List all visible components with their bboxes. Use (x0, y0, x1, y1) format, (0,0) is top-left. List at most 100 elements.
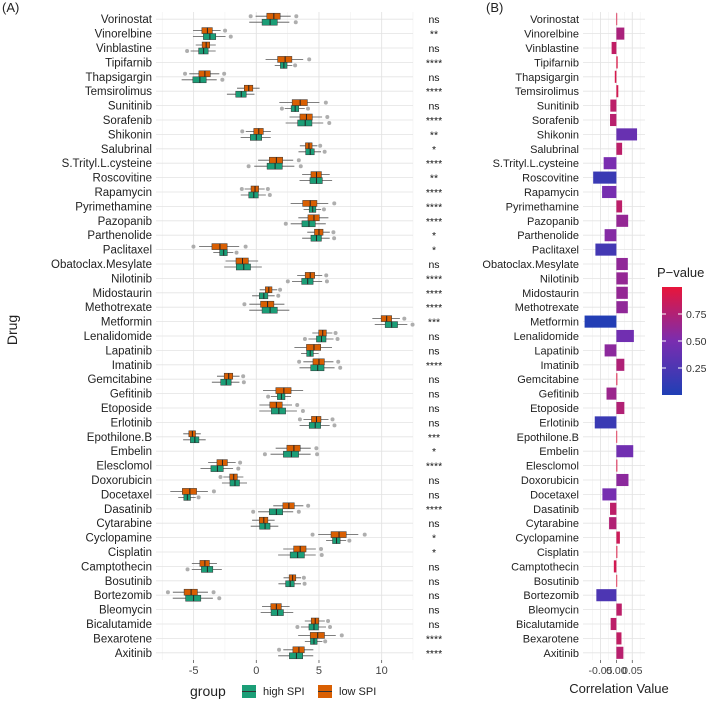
box-outlier (165, 590, 170, 595)
box-outlier (191, 244, 196, 249)
box-outlier (331, 230, 336, 235)
correlation-drug-label: Elesclomol (526, 461, 579, 473)
correlation-x-ticks: -0.050.000.05 (589, 660, 643, 677)
box-outlier (185, 49, 190, 53)
box-outlier (262, 452, 267, 457)
drug-label: S.Trityl.L.cysteine (62, 158, 152, 170)
correlation-bar (614, 70, 617, 83)
box-outlier (295, 625, 300, 629)
correlation-bar (602, 185, 617, 199)
box-outlier (324, 279, 329, 284)
significance-label: ns (428, 389, 439, 401)
correlation-drug-label: Obatoclax.Mesylate (482, 259, 579, 271)
drug-label: Bicalutamide (86, 619, 152, 631)
correlation-drug-label: Lenalidomide (514, 331, 579, 343)
correlation-bar (610, 502, 617, 515)
y-axis-title: Drug (4, 315, 20, 345)
box-outlier (318, 143, 323, 148)
significance-label: **** (426, 288, 442, 300)
drug-label: Rapamycin (94, 187, 152, 199)
drug-label: Doxorubicin (91, 475, 152, 487)
significance-label: ns (428, 605, 439, 617)
correlation-drug-label: Temsirolimus (515, 86, 580, 98)
box-outlier (285, 279, 290, 284)
box-outlier (294, 14, 299, 19)
correlation-drug-label: Paclitaxel (532, 245, 579, 257)
box-outlier (185, 567, 190, 572)
significance-label: ns (428, 590, 439, 602)
x-tick-label: 10 (376, 665, 388, 677)
significance-label: **** (426, 86, 442, 98)
box-outlier (319, 553, 324, 557)
box-outlier (218, 475, 223, 479)
correlation-bar (616, 545, 618, 559)
correlation-drug-label: Doxorubicin (521, 475, 579, 487)
box-outlier (333, 331, 338, 335)
drug-label: Imatinib (112, 360, 152, 372)
correlation-drug-label: Axitinib (544, 648, 579, 660)
correlation-drug-label: Vinblastine (525, 43, 579, 55)
significance-label: **** (426, 648, 442, 660)
significance-label: **** (426, 115, 442, 127)
significance-label: ns (428, 475, 439, 487)
correlation-drug-label: Imatinib (540, 360, 579, 372)
correlation-bar (616, 459, 618, 472)
box-outlier (336, 359, 341, 364)
correlation-bar (616, 257, 628, 271)
box-outlier (293, 63, 298, 68)
significance-label: ns (428, 101, 439, 113)
box-outlier (326, 619, 331, 623)
correlation-bar (616, 128, 638, 141)
box-outlier (243, 244, 248, 249)
drug-label: Methotrexate (85, 302, 152, 314)
drug-label: Bexarotene (93, 633, 152, 645)
x-tick-label: -0.05 (589, 665, 613, 677)
box-outlier (302, 337, 307, 341)
box-outlier (283, 221, 288, 226)
drug-label: Salubrinal (101, 144, 152, 156)
boxplot-boxes (165, 12, 415, 660)
box-outlier (211, 590, 216, 595)
correlation-drug-label: Camptothecin (511, 561, 579, 573)
x-tick-label: 0.00 (606, 665, 627, 677)
correlation-drug-label: Cyclopamine (515, 533, 579, 545)
correlation-bar (595, 243, 617, 256)
drug-label: Vinblastine (96, 43, 152, 55)
box-outlier (183, 71, 188, 76)
drug-label: Pyrimethamine (75, 201, 152, 213)
drug-label: Embelin (110, 446, 152, 458)
pvalue-legend-ticks: 0.25 0.50 0.75 (662, 309, 707, 375)
significance-label: **** (426, 273, 442, 285)
drug-label: Midostaurin (93, 288, 152, 300)
box-outlier (298, 164, 303, 169)
drug-label: Bortezomib (94, 590, 152, 602)
box-outlier (267, 193, 272, 197)
box-outlier (322, 149, 327, 154)
drug-label: Elesclomol (96, 461, 152, 473)
box-outlier (248, 14, 253, 19)
significance-label: ns (428, 43, 439, 55)
drug-label: Vorinostat (101, 14, 153, 26)
box-outlier (240, 129, 245, 134)
correlation-bar (616, 13, 618, 26)
drug-label: Docetaxel (101, 489, 152, 501)
correlation-bar (616, 473, 629, 487)
box-outlier (305, 106, 310, 111)
drug-label: Temsirolimus (85, 86, 152, 98)
box-outlier (296, 158, 301, 163)
correlation-bar (616, 646, 624, 659)
box-outlier (302, 581, 307, 586)
significance-label: ** (430, 129, 438, 141)
x-tick-label: 0.05 (622, 665, 643, 677)
correlation-drug-label: Docetaxel (530, 489, 579, 501)
box-outlier (242, 302, 247, 307)
correlation-bar (596, 589, 617, 602)
correlation-bar (616, 214, 629, 227)
significance-label: ns (428, 259, 439, 271)
correlation-bar (616, 301, 628, 314)
legend-label-high: high SPI (263, 686, 305, 698)
correlation-bar (594, 416, 617, 429)
significance-label: * (432, 245, 436, 257)
box-outlier (325, 115, 330, 119)
box-outlier (277, 647, 282, 652)
